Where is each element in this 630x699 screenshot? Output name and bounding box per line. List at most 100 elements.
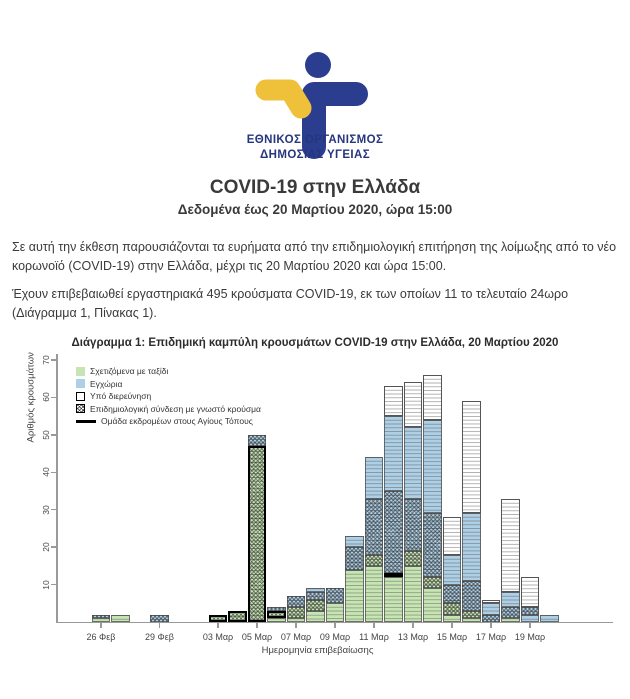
bar-segment-06Μαρ-green bbox=[267, 618, 286, 622]
bar-segment-05Μαρ-green-hatch bbox=[247, 446, 267, 622]
x-tick-label: 11 Μαρ bbox=[359, 632, 389, 642]
bar-segment-15Μαρ-blue-hatch bbox=[442, 584, 462, 604]
chart-legend: Σχετιζόμενα με ταξίδι Εγχώρια Υπό διερεύνη… bbox=[76, 365, 261, 428]
x-axis-line bbox=[56, 621, 613, 623]
bar-segment-14Μαρ-green bbox=[423, 588, 442, 622]
bar-segment-16Μαρ-green bbox=[462, 618, 481, 622]
x-tick-label: 07 Μαρ bbox=[280, 632, 312, 642]
bar-segment-07Μαρ-green bbox=[286, 618, 306, 622]
bar-segment-15Μαρ-white bbox=[442, 517, 462, 555]
bar-segment-11Μαρ-blue-hatch bbox=[364, 498, 384, 555]
bar-segment-09Μαρ-blue-hatch bbox=[325, 588, 345, 604]
y-axis-line bbox=[56, 354, 58, 622]
logo-body-icon bbox=[302, 82, 368, 159]
y-tick bbox=[51, 508, 56, 511]
bar-segment-11Μαρ-blue bbox=[364, 457, 384, 499]
x-tick-label: 19 Μαρ bbox=[514, 632, 546, 642]
x-tick-label: 09 Μαρ bbox=[319, 632, 351, 642]
bar-segment-18Μαρ-blue-hatch bbox=[501, 607, 520, 619]
legend-item: Σχετιζόμενα με ταξίδι bbox=[76, 365, 261, 378]
bar-segment-13Μαρ-green bbox=[403, 565, 423, 622]
legend-swatch-black-line-icon bbox=[76, 419, 96, 423]
y-tick bbox=[51, 583, 56, 586]
x-tick bbox=[100, 623, 102, 628]
logo-head-icon bbox=[305, 52, 331, 78]
x-tick-label: 29 Φεβ bbox=[145, 632, 174, 642]
y-tick-label: 70 bbox=[41, 355, 51, 365]
chart-title: Διάγραμμα 1: Επιδημική καμπύλη κρουσμάτω… bbox=[71, 337, 559, 349]
bar-segment-14Μαρ-blue-hatch bbox=[423, 513, 442, 578]
bar-segment-17Μαρ-blue bbox=[481, 603, 501, 615]
y-tick-label: 10 bbox=[41, 579, 51, 590]
bar-segment-10Μαρ-blue-hatch bbox=[345, 547, 364, 570]
legend-item: Εγχώρια bbox=[76, 378, 261, 391]
bar-segment-18Μαρ-green bbox=[501, 618, 520, 622]
page-title: COVID-19 στην Ελλάδα bbox=[209, 177, 421, 198]
bar-segment-15Μαρ-blue bbox=[442, 554, 462, 585]
y-tick-label: 20 bbox=[41, 542, 51, 552]
bar-segment-12Μαρ-green bbox=[384, 577, 403, 622]
bar-segment-13Μαρ-white bbox=[403, 382, 423, 428]
bar-segment-12Μαρ-blue bbox=[384, 416, 403, 491]
y-axis-title: Αριθμός κρουσμάτων bbox=[25, 352, 37, 443]
bar-segment-03Μαρ-green-hatch bbox=[208, 614, 228, 622]
bar-segment-07Μαρ-green-hatch bbox=[286, 607, 306, 619]
y-tick bbox=[51, 434, 56, 436]
x-tick bbox=[158, 623, 161, 628]
eody-logo bbox=[255, 52, 368, 159]
bar-segment-13Μαρ-blue-hatch bbox=[403, 498, 423, 551]
bar-segment-14Μαρ-white bbox=[423, 374, 442, 420]
legend-label: Επιδημιολογική σύνδεση με γνωστό κρούσμα bbox=[90, 403, 261, 414]
y-tick bbox=[51, 359, 56, 361]
x-tick bbox=[490, 623, 492, 628]
x-tick-label: 05 Μαρ bbox=[241, 632, 273, 642]
bar-segment-17Μαρ-white bbox=[481, 599, 501, 604]
bar-segment-15Μαρ-green-hatch bbox=[442, 603, 462, 615]
legend-swatch-blue-icon bbox=[76, 379, 85, 389]
y-tick-label: 50 bbox=[41, 430, 51, 440]
legend-swatch-white-icon bbox=[76, 391, 85, 401]
bar-segment-29Φεβ-blue-hatch bbox=[150, 614, 169, 622]
legend-label: Ομάδα εκδρομέων στους Αγίους Τόπους bbox=[101, 416, 253, 427]
bar-segment-12Μαρ-blue-hatch bbox=[384, 491, 403, 574]
bar-segment-08Μαρ-blue-hatch bbox=[306, 592, 325, 600]
y-tick-label: 40 bbox=[41, 467, 51, 478]
bar-segment-12Μαρ-green-hatch bbox=[384, 573, 403, 578]
bar-segment-18Μαρ-white bbox=[501, 498, 520, 593]
legend-swatch-green-icon bbox=[76, 366, 85, 376]
plot-area: 10 20 30 40 50 60 70 26 Φεβ 29 Φεβ 03 Μαρ 05 Μαρ 07… bbox=[41, 354, 613, 642]
page-subtitle: Δεδομένα έως 20 Μαρτίου 2020, ώρα 15:00 bbox=[177, 202, 453, 217]
y-tick-label: 30 bbox=[41, 504, 51, 515]
x-tick bbox=[529, 623, 531, 628]
bar-segment-19Μαρ-blue-hatch bbox=[520, 607, 540, 615]
intro-paragraph: Σε αυτή την έκθεση παρουσιάζονται τα ευρ… bbox=[12, 240, 617, 274]
x-tick bbox=[412, 623, 414, 628]
y-tick-label: 60 bbox=[41, 392, 51, 403]
bar-segment-04Μαρ-green-hatch bbox=[228, 610, 247, 622]
x-tick-label: 17 Μαρ bbox=[475, 632, 507, 642]
x-tick bbox=[256, 623, 258, 628]
x-tick-label: 03 Μαρ bbox=[202, 632, 234, 642]
bar-segment-26Φεβ-blue-hatch bbox=[91, 614, 111, 619]
bar-segment-26Φεβ-green bbox=[91, 618, 111, 622]
bar-segment-08Μαρ-green-hatch bbox=[306, 599, 325, 611]
cases-paragraph: Έχουν επιβεβαιωθεί εργαστηριακά 495 κρού… bbox=[12, 287, 569, 321]
bar-segment-08Μαρ-green bbox=[306, 610, 325, 622]
x-tick bbox=[217, 623, 219, 628]
x-tick-label: 13 Μαρ bbox=[397, 632, 429, 642]
legend-item: Ομάδα εκδρομέων στους Αγίους Τόπους bbox=[76, 415, 261, 428]
bar-segment-08Μαρ-blue bbox=[306, 588, 325, 593]
bar-segment-13Μαρ-blue bbox=[403, 427, 423, 499]
bar-segment-14Μαρ-blue bbox=[423, 419, 442, 514]
bar-segment-14Μαρ-green-hatch bbox=[423, 577, 442, 589]
bar-segment-11Μαρ-green bbox=[364, 565, 384, 622]
bar-segment-13Μαρ-green-hatch bbox=[403, 550, 423, 566]
x-axis-title: Ημερομηνία επιβεβαίωσης bbox=[261, 645, 374, 656]
bar-segment-06Μαρ-green-hatch bbox=[267, 610, 286, 619]
bar-segment-09Μαρ-green bbox=[325, 603, 345, 622]
bar-segment-18Μαρ-blue bbox=[501, 592, 520, 608]
bar-segment-19Μαρ-blue bbox=[520, 614, 540, 622]
x-tick bbox=[334, 623, 336, 628]
org-name: ΕΘΝΙΚΟΣ ΟΡΓΑΝΙΣΜΟΣ ΔΗΜΟΣΙΑΣ ΥΓΕΙΑΣ bbox=[0, 133, 630, 163]
bar-segment-27Φεβ-green bbox=[111, 614, 130, 622]
